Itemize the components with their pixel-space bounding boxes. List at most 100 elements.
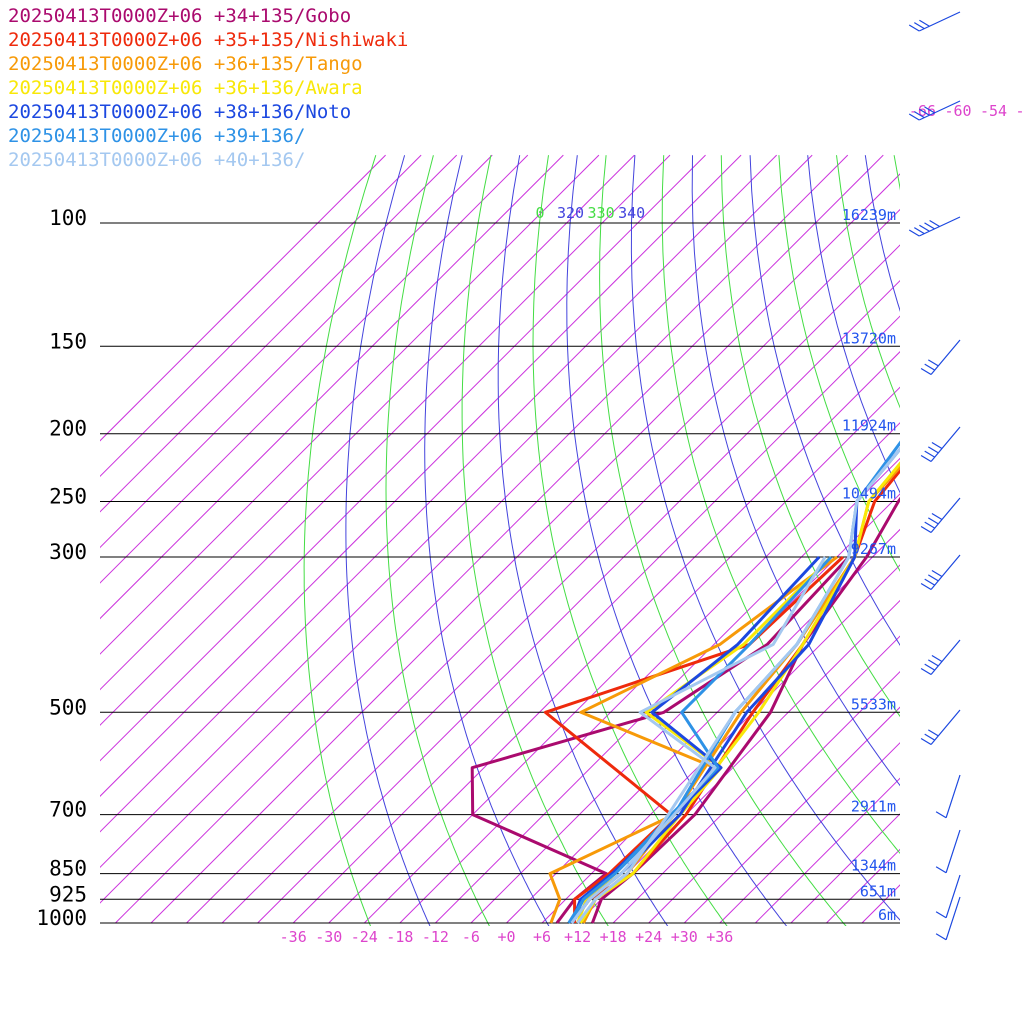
height-label: 2911m <box>851 798 896 816</box>
dry-adiabat-line <box>749 155 900 646</box>
barb-flag <box>931 442 943 450</box>
barb-staff <box>930 639 961 675</box>
barb-flag <box>914 227 925 235</box>
barb-flag <box>931 513 943 521</box>
dry-adiabat-line <box>497 155 669 926</box>
height-label: 16239m <box>842 206 896 224</box>
barb-flag <box>927 359 939 367</box>
isotherm-line <box>100 154 529 584</box>
upper-isotherm-labels: -66-60-54-48 <box>909 102 1024 120</box>
dewpoint-line <box>570 556 827 924</box>
theta-label: 330 <box>588 204 615 222</box>
x-tick-label: +24 <box>635 928 662 946</box>
barb-flag <box>920 367 932 375</box>
barb-staff <box>930 709 961 745</box>
pressure-label: 200 <box>49 417 87 441</box>
barb-flag <box>935 866 947 874</box>
barb-flag <box>935 933 947 941</box>
barb-staff <box>945 874 961 918</box>
isotherm-line <box>719 742 900 924</box>
isotherm-line <box>150 173 900 924</box>
barb-flag <box>920 667 932 675</box>
barb-flag <box>920 582 932 590</box>
barb-flag <box>919 19 930 27</box>
isotherm-line <box>683 706 900 924</box>
dewpoint-line <box>576 555 833 924</box>
isotherm-line <box>363 386 900 924</box>
dry-adiabat-line <box>345 155 431 926</box>
isotherm-line <box>257 279 900 924</box>
isotherm-line <box>328 351 900 924</box>
barb-staff <box>930 554 961 590</box>
dry-adiabat-line <box>720 155 900 718</box>
temperature-line <box>579 461 900 924</box>
x-tick-label: -18 <box>386 928 413 946</box>
isotherm-line <box>100 154 742 797</box>
wind-barb <box>920 639 961 675</box>
legend: 20250413T0000Z+06 +34+135/Gobo 20250413T0… <box>8 4 408 172</box>
barb-flag <box>924 663 935 671</box>
x-tick-label: -36 <box>280 928 307 946</box>
legend-entry: 20250413T0000Z+06 +40+136/ <box>8 149 306 171</box>
height-label: 1344m <box>851 857 896 875</box>
height-label: 6m <box>878 906 896 924</box>
barb-flag <box>919 224 930 232</box>
upper-isotherm-label: -54 <box>980 102 1007 120</box>
height-label: 651m <box>860 882 896 900</box>
x-tick-label: +36 <box>706 928 733 946</box>
temperature-line <box>570 440 900 924</box>
barb-flag <box>935 811 947 819</box>
barb-flag <box>935 911 947 919</box>
dewpoint-line <box>570 555 821 924</box>
barb-flag <box>924 106 935 114</box>
height-label: 10494m <box>842 485 896 503</box>
x-tick-label: -6 <box>462 928 480 946</box>
isotherm-line <box>115 154 884 924</box>
isotherm-line <box>612 635 900 924</box>
wind-barb <box>935 774 961 819</box>
isotherm-line <box>292 315 900 924</box>
isotherm-line <box>100 154 849 904</box>
isotherm-line <box>754 777 900 924</box>
barb-flag <box>924 363 935 371</box>
barb-flag <box>919 108 930 116</box>
isotherm-line <box>100 154 386 442</box>
height-label: 11924m <box>842 417 896 435</box>
barb-flag <box>920 525 932 533</box>
legend-entry: 20250413T0000Z+06 +38+136/Noto <box>8 101 352 123</box>
barb-flag <box>927 729 939 737</box>
barb-flag <box>927 517 939 525</box>
barb-flag <box>927 659 939 667</box>
pressure-label: 100 <box>49 206 87 230</box>
barb-flag <box>920 737 932 745</box>
x-tick-label: -24 <box>351 928 378 946</box>
wind-barb <box>920 426 961 462</box>
legend-entry: 20250413T0000Z+06 +35+135/Nishiwaki <box>8 29 409 51</box>
barb-flag <box>927 574 939 582</box>
barb-staff <box>918 100 961 121</box>
isotherm-line <box>100 154 600 655</box>
dry-adiabat-line <box>424 155 550 926</box>
barb-flag <box>929 219 940 228</box>
legend-entry: 20250413T0000Z+06 +36+135/Tango <box>8 53 363 75</box>
isotherm-line <box>100 154 564 620</box>
barb-flag <box>924 578 935 586</box>
isotherm-line <box>541 564 900 924</box>
wind-barb <box>920 709 961 745</box>
wind-barbs <box>908 11 961 941</box>
dry-adiabat-line <box>630 155 900 921</box>
theta-labels: 0 320 330 340 <box>535 204 645 222</box>
barb-staff <box>945 774 961 818</box>
barb-flag <box>931 655 943 663</box>
pressure-label: 250 <box>49 485 87 509</box>
wind-barb <box>920 339 961 375</box>
isotherm-line <box>100 154 706 762</box>
dry-adiabat-line <box>385 155 490 926</box>
dry-adiabat-line <box>893 155 900 191</box>
barb-flag <box>908 24 920 32</box>
wind-barb <box>908 100 961 121</box>
barb-flag <box>927 446 939 454</box>
x-axis-ticks: -36 -30 -24 -18 -12 -6 +0 +6 +12 +18 +24 +30 +36 <box>280 928 734 946</box>
pressure-label: 850 <box>49 857 87 881</box>
